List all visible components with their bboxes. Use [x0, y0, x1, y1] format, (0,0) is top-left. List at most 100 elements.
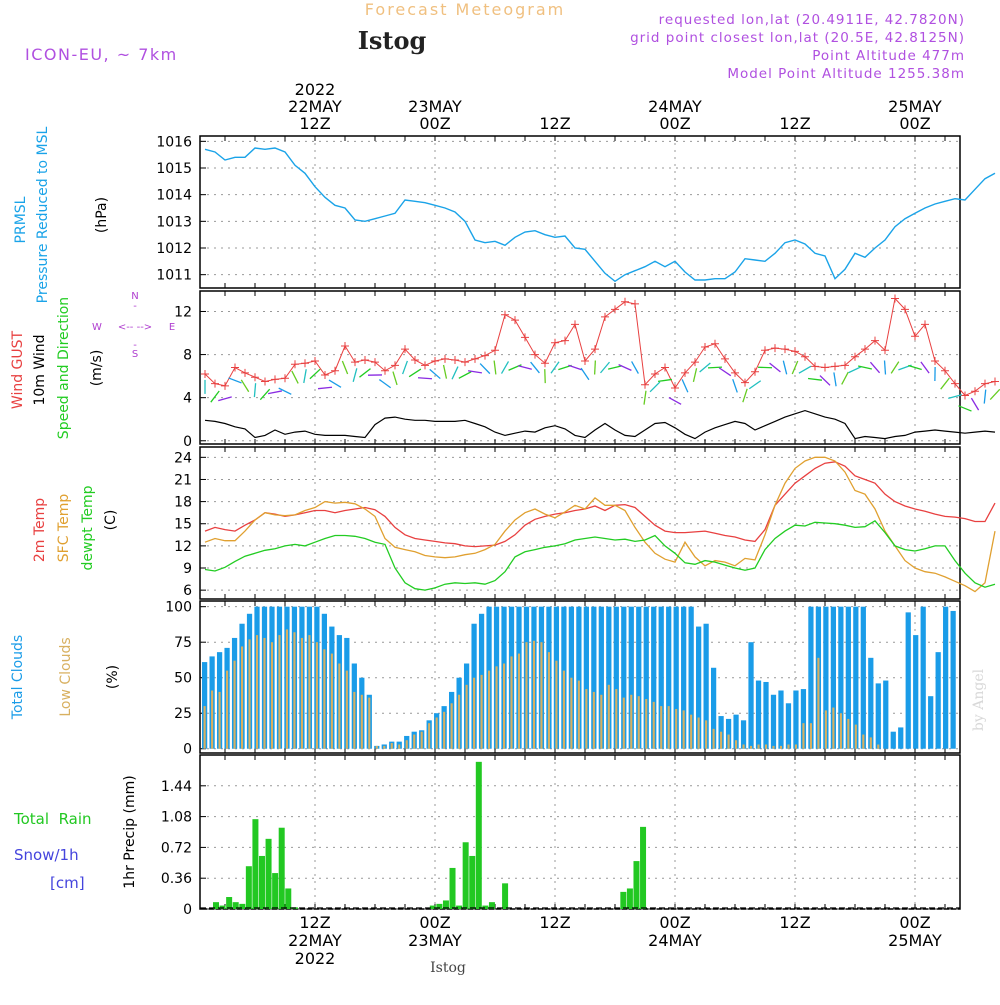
gust-marker: [231, 364, 239, 372]
temp-ytick-label: 6: [183, 583, 192, 599]
top-axis-label: 00Z: [419, 114, 450, 133]
clouds-ytick-label: 25: [174, 706, 192, 722]
gust-marker: [321, 371, 329, 379]
wind-direction-arrow: [359, 369, 370, 378]
pressure-ytick-label: 1012: [156, 241, 192, 257]
total-cloud-bar: [771, 695, 776, 749]
temp2m-label: 2m Temp: [32, 498, 48, 562]
precip-ytick-label: 1.44: [161, 779, 192, 795]
low-cloud-bar: [548, 652, 550, 749]
low-cloud-bar: [660, 706, 662, 749]
wind-ytick-label: 8: [183, 348, 192, 364]
gust-marker: [361, 356, 369, 364]
low-cloud-bar: [787, 744, 789, 748]
low-cloud-bar: [451, 703, 453, 748]
dewpt-label: dewpt Temp: [80, 485, 96, 570]
snow-unit: [cm]: [50, 874, 85, 892]
wind-direction-arrow: [849, 367, 862, 373]
low-cloud-bar: [368, 698, 370, 749]
total-cloud-bar: [913, 635, 918, 749]
snow-label: Snow/1h: [14, 846, 79, 864]
wind-direction-arrow: [444, 365, 447, 379]
gust-marker: [971, 387, 979, 395]
precip-ytick-label: 1.08: [161, 810, 192, 826]
low-cloud-bar: [376, 746, 378, 749]
wind-direction-arrow: [608, 366, 622, 369]
wind-dir-label: Speed and Direction: [56, 297, 72, 439]
gust-marker: [621, 298, 629, 306]
rain-bar: [279, 828, 285, 909]
wind-direction-arrow: [783, 361, 786, 375]
rain-bar: [627, 888, 633, 909]
gust-marker: [251, 373, 259, 381]
total-clouds-label: Total Clouds: [10, 635, 26, 720]
precip-panel: 00.360.721.081.44: [161, 755, 960, 918]
low-clouds-label: Low Clouds: [58, 637, 74, 716]
bottom-axis-label: 2022: [295, 949, 336, 968]
top-axis-label: 00Z: [659, 114, 690, 133]
low-cloud-bar: [353, 692, 355, 749]
wind-direction-arrow: [480, 364, 490, 374]
low-cloud-bar: [361, 695, 363, 749]
bottom-axis-label: 12Z: [779, 913, 810, 932]
low-cloud-bar: [615, 689, 617, 749]
rain-bar: [640, 827, 646, 909]
low-cloud-bar: [735, 740, 737, 749]
total-cloud-bar: [786, 703, 791, 748]
low-cloud-bar: [638, 696, 640, 749]
wind-direction-arrow: [601, 362, 610, 373]
temp-series-line: [205, 521, 995, 590]
low-cloud-bar: [802, 723, 804, 749]
footer-location: Istog: [430, 960, 466, 976]
gust-marker: [241, 369, 249, 377]
low-cloud-bar: [623, 698, 625, 749]
gust-marker: [311, 357, 319, 365]
rain-label: Total Rain: [13, 810, 92, 828]
total-cloud-bar: [778, 690, 783, 748]
bottom-axis-label: 22MAY: [288, 931, 342, 950]
gust-marker: [561, 337, 569, 345]
rain-bar: [463, 842, 469, 909]
total-cloud-bar: [748, 642, 753, 749]
rain-bar: [450, 868, 456, 909]
temp-ytick-label: 15: [174, 517, 192, 533]
sfc-temp-label: SFC Temp: [56, 494, 72, 563]
grid-point-coords: grid point closest lon,lat (20.5E, 42.81…: [630, 30, 965, 46]
rain-bar: [266, 839, 272, 909]
wind-direction-arrow: [941, 378, 950, 389]
low-cloud-bar: [525, 642, 527, 749]
low-cloud-bar: [323, 649, 325, 748]
gust-marker: [491, 346, 499, 354]
wind-direction-arrow: [834, 372, 836, 386]
total-cloud-bar: [951, 611, 956, 749]
rain-bar: [502, 883, 508, 909]
wind-direction-arrow: [329, 380, 341, 387]
compass-w: W: [92, 322, 102, 333]
top-axis-label: 12Z: [299, 114, 330, 133]
low-cloud-bar: [540, 642, 542, 749]
low-cloud-bar: [840, 713, 842, 749]
wind-direction-arrow: [658, 379, 672, 381]
low-cloud-bar: [234, 661, 236, 749]
rain-bar: [252, 819, 258, 909]
rain-bar: [620, 892, 626, 909]
low-cloud-bar: [286, 629, 288, 748]
low-cloud-bar: [750, 746, 752, 749]
wind-direction-arrow: [409, 369, 421, 377]
temp-ytick-label: 9: [183, 561, 192, 577]
low-cloud-bar: [383, 746, 385, 749]
low-cloud-bar: [795, 744, 797, 748]
wind-direction-arrow: [211, 391, 219, 402]
gust-marker: [761, 346, 769, 354]
total-cloud-bar: [756, 681, 761, 749]
bottom-axis-label: 00Z: [659, 913, 690, 932]
gust-marker: [821, 364, 829, 372]
gust-marker: [781, 345, 789, 353]
low-cloud-bar: [391, 743, 393, 749]
low-cloud-bar: [585, 689, 587, 749]
wind-direction-arrow: [342, 361, 347, 374]
wind-direction-arrow: [518, 366, 532, 369]
pressure-ytick-label: 1014: [156, 188, 192, 204]
